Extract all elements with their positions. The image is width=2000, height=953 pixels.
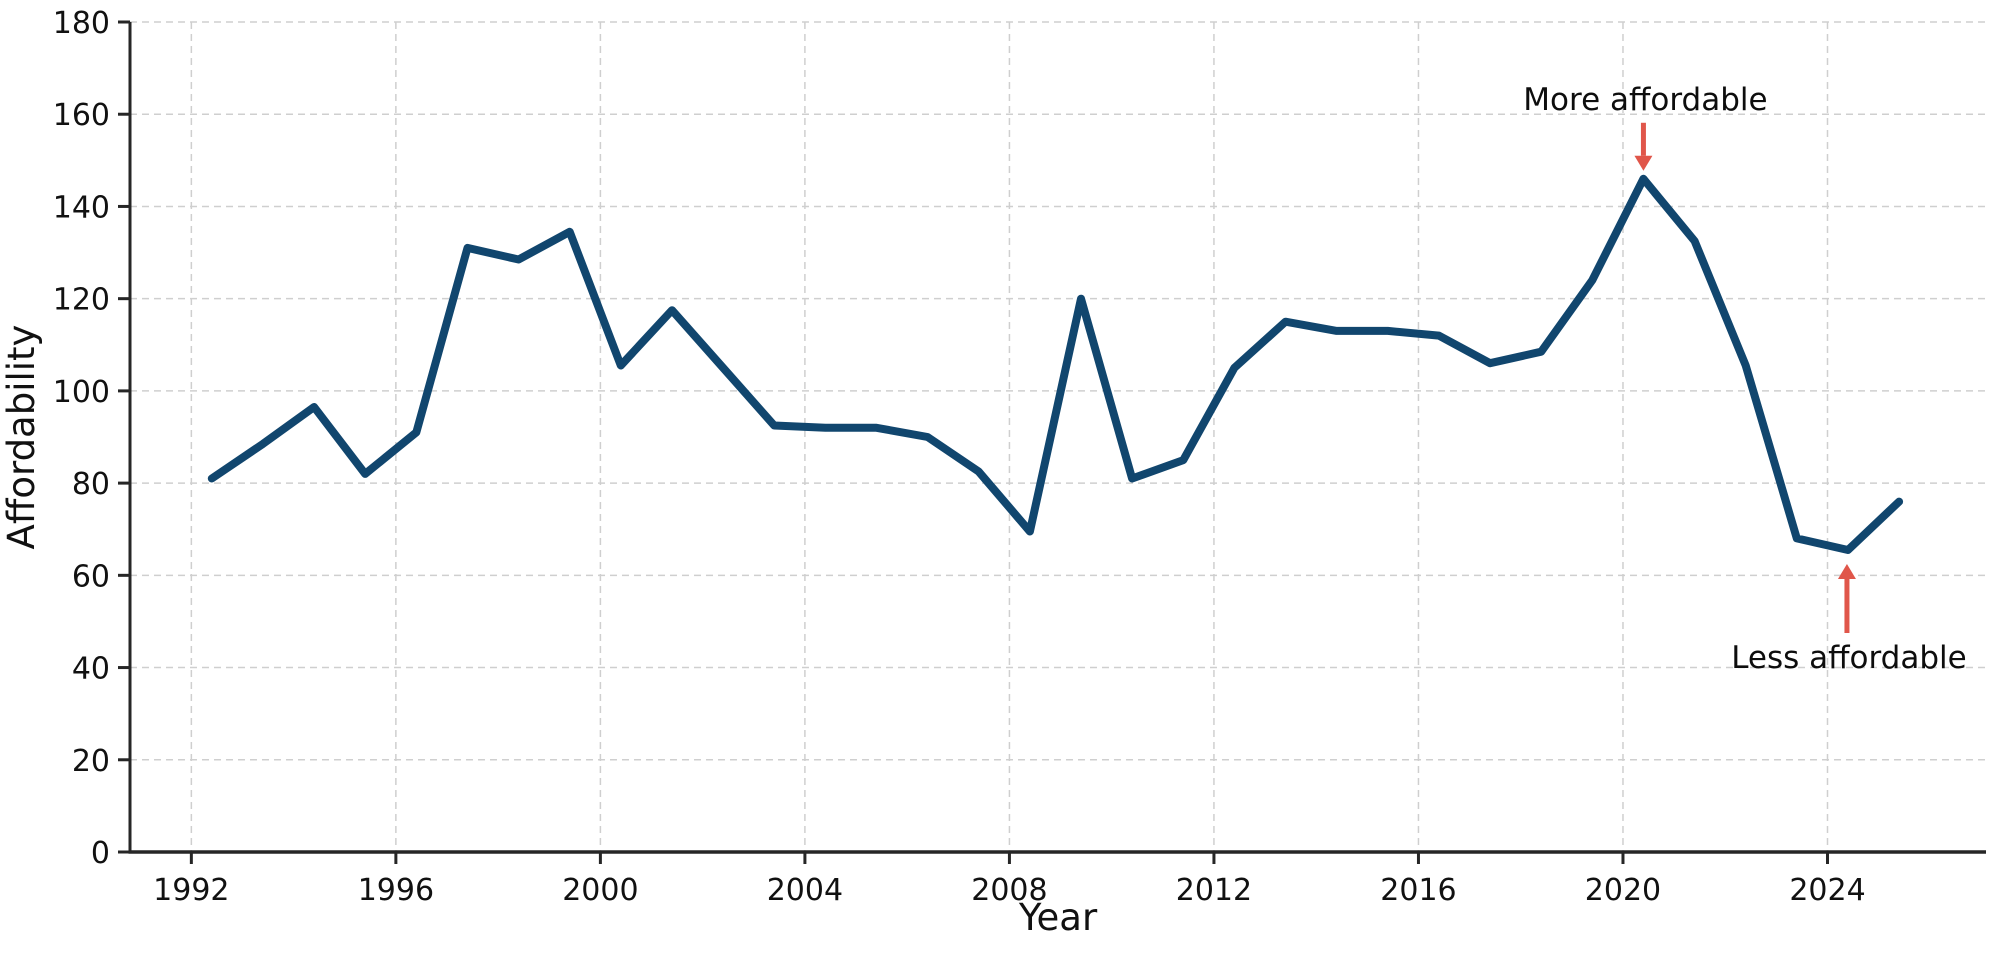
less-affordable-arrow-icon-head xyxy=(1837,563,1856,579)
y-tick-label-60: 60 xyxy=(72,559,110,594)
x-tick-label-1996: 1996 xyxy=(358,873,434,908)
x-tick-label-2024: 2024 xyxy=(1789,873,1865,908)
axes-spines xyxy=(128,22,1986,854)
affordability-line xyxy=(207,174,1904,554)
y-tick-label-140: 140 xyxy=(53,190,110,225)
y-tick-label-100: 100 xyxy=(53,375,110,410)
y-axis-label: Affordability xyxy=(0,325,43,550)
series-layer xyxy=(207,174,1904,554)
x-tick-label-2004: 2004 xyxy=(767,873,843,908)
tick-labels: 0 20 40 60 80 100 120 140 160 180 1992 1996 2000 2004… xyxy=(53,6,1866,908)
x-tick-label-1992: 1992 xyxy=(153,873,229,908)
y-tick-label-160: 160 xyxy=(53,98,110,133)
x-tick-label-2016: 2016 xyxy=(1380,873,1456,908)
annotation-layer xyxy=(1634,122,1856,633)
more-affordable-arrow-icon-head xyxy=(1634,155,1653,171)
x-tick-label-2008: 2008 xyxy=(971,873,1047,908)
y-tick-label-120: 120 xyxy=(53,283,110,318)
annotation-more-affordable: More affordable xyxy=(1523,82,1767,118)
x-tick-label-2012: 2012 xyxy=(1176,873,1252,908)
x-axis-label: Year xyxy=(1018,896,1098,939)
y-tick-label-180: 180 xyxy=(53,6,110,41)
x-tick-label-2020: 2020 xyxy=(1585,873,1661,908)
x-tick-label-2000: 2000 xyxy=(562,873,638,908)
y-tick-label-0: 0 xyxy=(91,836,110,871)
y-tick-label-40: 40 xyxy=(72,652,110,687)
annotation-less-affordable: Less affordable xyxy=(1731,640,1967,676)
tick-marks xyxy=(118,20,1829,864)
y-tick-label-80: 80 xyxy=(72,467,110,502)
y-tick-label-20: 20 xyxy=(72,744,110,779)
